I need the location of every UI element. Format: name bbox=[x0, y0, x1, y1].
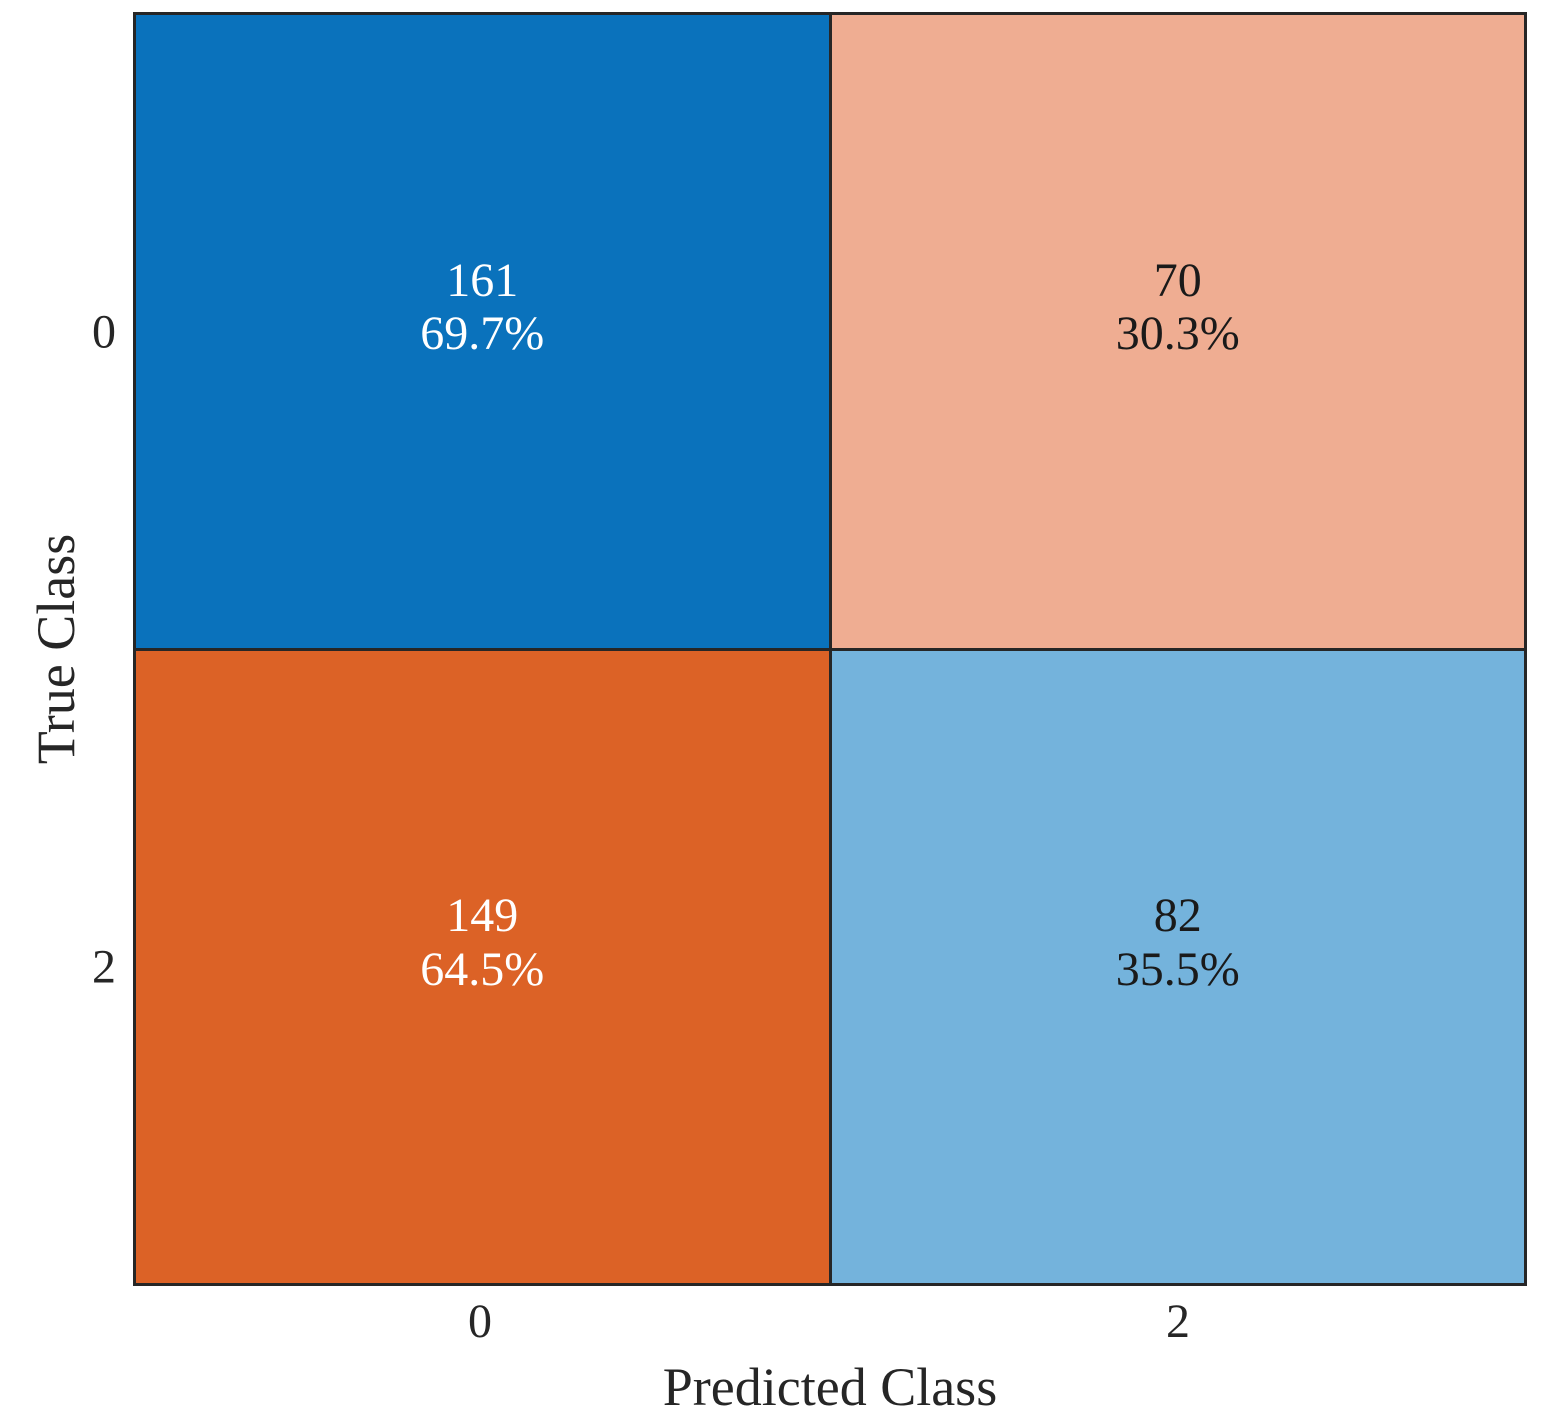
matrix-cell-true2-pred2: 82 35.5% bbox=[831, 650, 1524, 1283]
cell-count: 161 bbox=[446, 253, 519, 307]
cell-value-block: 161 69.7% bbox=[420, 254, 544, 362]
cell-percent: 35.5% bbox=[1115, 942, 1240, 996]
cell-count: 70 bbox=[1153, 253, 1202, 307]
cell-count: 82 bbox=[1153, 889, 1202, 942]
cell-percent: 64.5% bbox=[420, 942, 545, 996]
matrix-cell-true0-pred0: 161 69.7% bbox=[136, 15, 829, 648]
confusion-matrix-plot: 161 69.7% 70 30.3% 149 64.5% 82 35.5% bbox=[133, 12, 1527, 1286]
y-axis-tick-0: 0 bbox=[92, 305, 116, 359]
cell-count: 149 bbox=[446, 889, 519, 942]
x-axis-tick-2: 2 bbox=[1166, 1295, 1190, 1348]
cell-percent: 30.3% bbox=[1115, 307, 1240, 361]
cell-value-block: 70 30.3% bbox=[1116, 254, 1240, 362]
cell-percent: 69.7% bbox=[420, 307, 545, 361]
x-axis-tick-0: 0 bbox=[468, 1295, 492, 1348]
x-axis-label: Predicted Class bbox=[662, 1357, 998, 1417]
y-axis-label: True Class bbox=[26, 533, 86, 765]
cell-value-block: 82 35.5% bbox=[1116, 889, 1240, 997]
matrix-cell-true2-pred0: 149 64.5% bbox=[136, 650, 829, 1283]
matrix-cell-true0-pred2: 70 30.3% bbox=[831, 15, 1524, 648]
cell-value-block: 149 64.5% bbox=[420, 889, 544, 997]
y-axis-tick-2: 2 bbox=[92, 940, 116, 994]
